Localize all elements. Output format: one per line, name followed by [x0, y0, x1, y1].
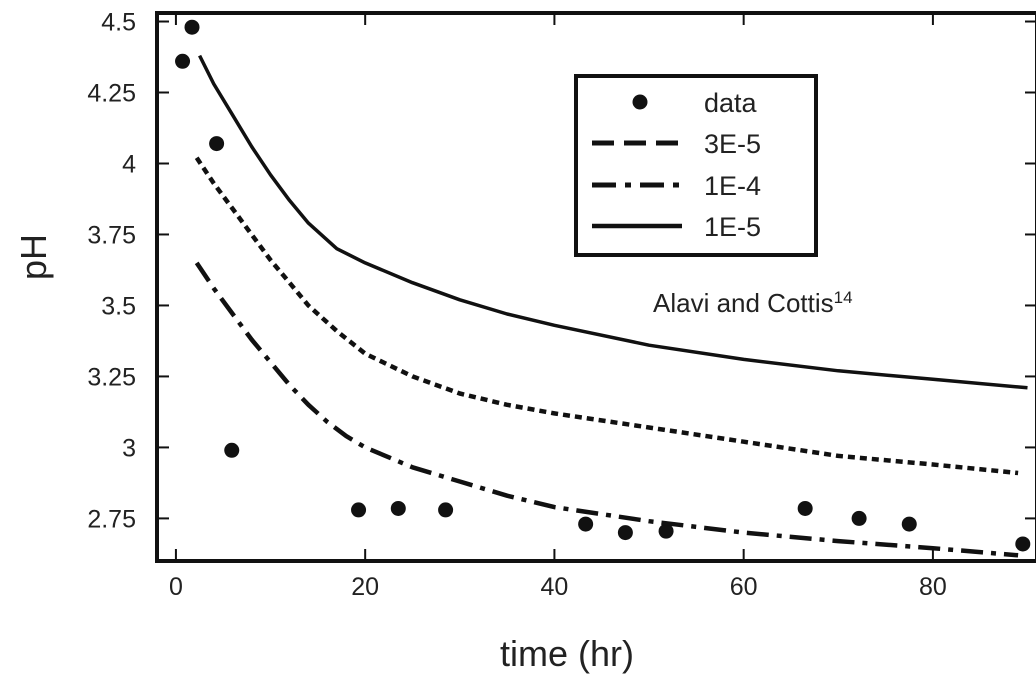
- data-point: [617, 525, 633, 541]
- data-point: [851, 510, 867, 526]
- data-point: [351, 502, 367, 518]
- data-point: [901, 516, 917, 532]
- y-tick-label: 3.75: [87, 221, 136, 249]
- axis-ticks: 0 20 40 60 80 2.75 3 3.25 3.5 3.75 4 4.25 4.5: [87, 9, 1036, 601]
- y-tick-label: 4.5: [101, 9, 136, 37]
- data-point: [184, 19, 200, 35]
- x-tick-label: 20: [351, 573, 379, 601]
- legend-label-1e-4: 1E-4: [704, 171, 761, 201]
- data-point: [209, 136, 225, 152]
- legend-marker-data: [632, 94, 648, 110]
- x-tick-label: 0: [169, 573, 183, 601]
- data-point: [175, 53, 191, 69]
- data-point: [438, 502, 454, 518]
- x-tick-label: 40: [541, 573, 569, 601]
- y-tick-label: 3.25: [87, 363, 136, 391]
- series-line-3e-5: [194, 156, 1019, 476]
- x-tick-label: 80: [919, 573, 947, 601]
- legend-label-1e-5: 1E-5: [704, 212, 761, 242]
- series-line-1e-5: [198, 54, 1028, 390]
- plot-area: [175, 19, 1031, 558]
- y-tick-label: 3.5: [101, 292, 136, 320]
- data-point: [658, 523, 674, 539]
- y-tick-label: 4: [122, 150, 136, 178]
- data-point: [1015, 536, 1031, 552]
- data-point: [578, 516, 594, 532]
- x-tick-label: 60: [730, 573, 758, 601]
- y-axis-title: pH: [13, 234, 54, 280]
- legend: data 3E-5 1E-4 1E-5: [574, 74, 818, 257]
- legend-label-3e-5: 3E-5: [704, 129, 761, 159]
- annotation-superscript: 14: [834, 288, 853, 307]
- data-point: [797, 500, 813, 516]
- x-axis-title: time (hr): [500, 633, 634, 674]
- plot-frame: [155, 11, 1036, 563]
- y-tick-label: 4.25: [87, 80, 136, 108]
- data-point: [390, 500, 406, 516]
- series-line-1e-4: [194, 261, 1019, 558]
- annotation-label: Alavi and Cottis14: [653, 288, 853, 318]
- y-tick-label: 3: [122, 434, 136, 462]
- legend-label-data: data: [704, 88, 758, 118]
- annotation-text: Alavi and Cottis: [653, 288, 834, 318]
- y-tick-label: 2.75: [87, 505, 136, 533]
- data-point: [224, 442, 240, 458]
